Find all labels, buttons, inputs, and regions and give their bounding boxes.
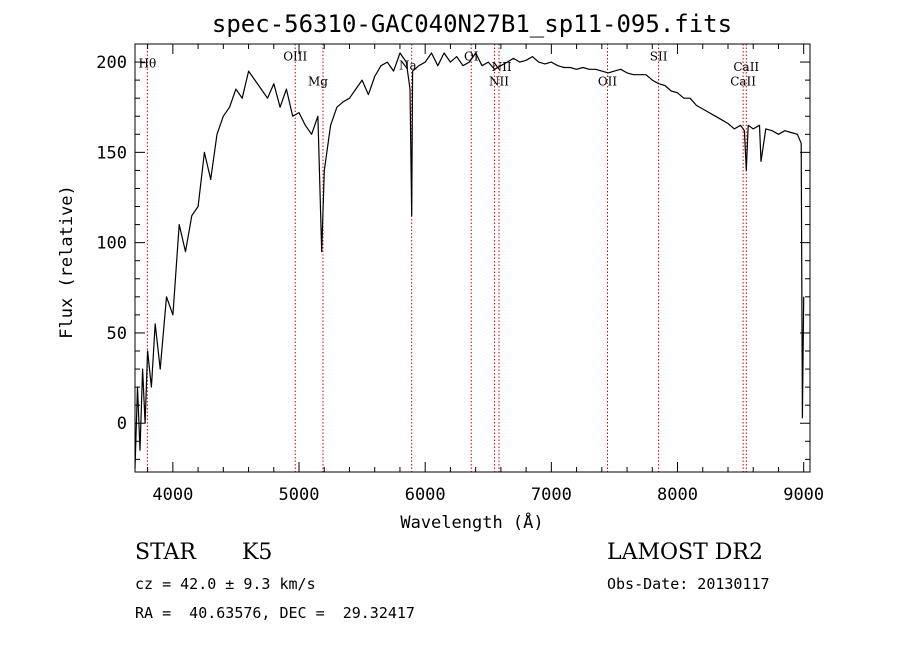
line-marker-label: Hθ [139,56,157,70]
line-marker-label: NII [492,60,512,74]
series-layer [134,52,805,469]
line-marker-label: NII [489,75,509,89]
y-axis-label: Flux (relative) [57,185,77,339]
line-marker-label: OII [598,75,618,89]
survey-name: LAMOST DR2 [607,540,763,565]
object-class: STAR [135,540,196,565]
y-tick-label: 200 [96,53,127,73]
x-tick-label: 9000 [783,485,824,505]
plot-frame [134,43,811,473]
x-axis-label: Wavelength (Å) [400,511,543,533]
x-tick-label: 5000 [279,485,320,505]
line-marker-label: Na [399,58,417,72]
coordinates-line: RA = 40.63576, DEC = 29.32417 [135,604,415,622]
x-tick-label: 7000 [531,485,572,505]
chart-title: spec-56310-GAC040N27B1_sp11-095.fits [212,10,732,38]
line-marker-label: CaII [733,60,759,74]
x-tick-label: 4000 [152,485,193,505]
line-marker-label: OI [464,49,479,63]
object-subclass: K5 [242,540,273,565]
x-tick-label: 6000 [405,485,446,505]
redshift-line: cz = 42.0 ± 9.3 km/s [135,575,316,593]
y-tick-label: 0 [117,414,127,434]
spectrum-series-line [134,52,805,469]
obs-date-line: Obs-Date: 20130117 [607,575,770,593]
y-tick-label: 150 [96,143,127,163]
line-marker-label: CaII [730,75,756,89]
line-marker-label: Mg [308,75,328,89]
line-marker-label: SII [650,49,668,63]
y-tick-label: 100 [96,234,127,254]
x-tick-label: 8000 [657,485,698,505]
line-marker-label: OIII [283,49,307,63]
y-tick-label: 50 [107,324,127,344]
tick-layer: 4000 5000 6000 7000 8000 9000 0 50 100 150 200 [96,44,824,505]
